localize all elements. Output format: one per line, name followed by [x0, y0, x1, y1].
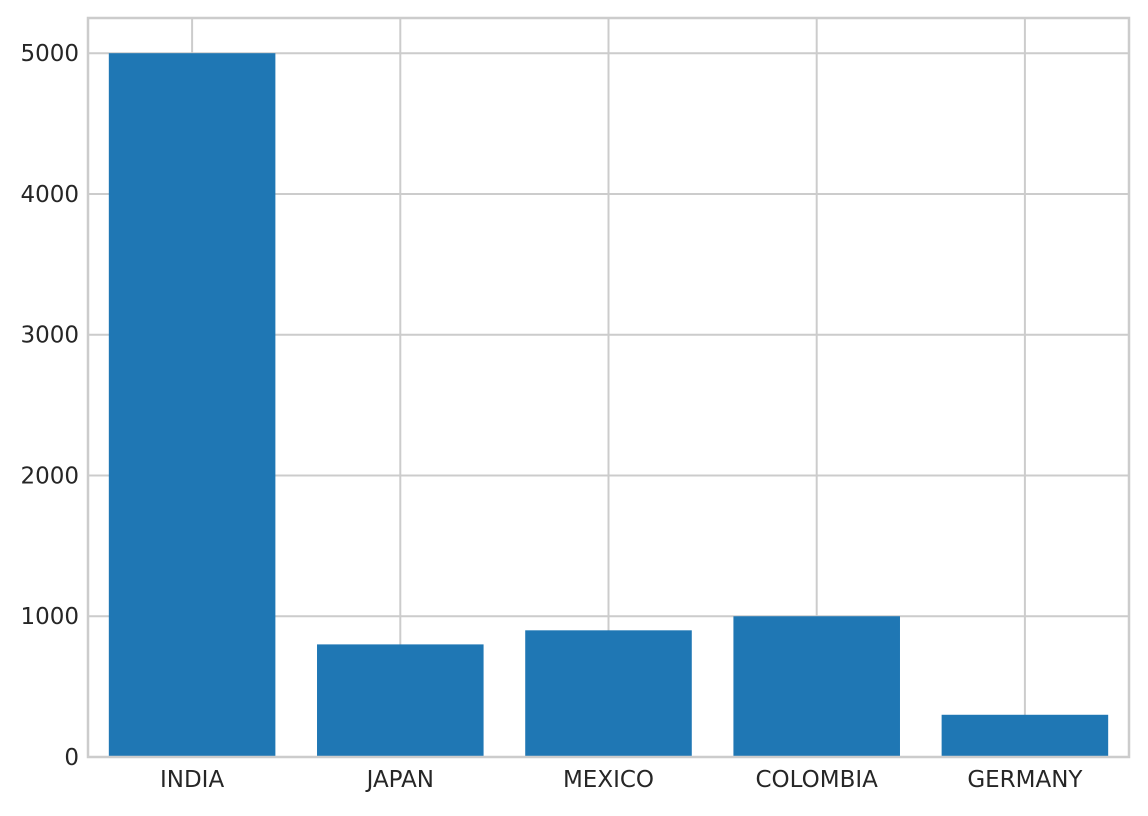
axes-layer [86, 16, 1131, 759]
y-tick-label: 4000 [20, 182, 79, 208]
x-tick-label: GERMANY [967, 767, 1083, 793]
y-tick-label: 3000 [20, 323, 79, 349]
x-tick-label: MEXICO [563, 767, 654, 793]
bars-layer [108, 53, 1109, 757]
bar-mexico [525, 630, 692, 757]
bar-colombia [733, 616, 900, 757]
y-tick-label: 2000 [20, 463, 79, 489]
y-tick-label: 1000 [20, 604, 79, 630]
bar-india [108, 53, 276, 757]
bar-japan [317, 644, 484, 757]
axes-frame [86, 16, 1131, 759]
x-tick-label: COLOMBIA [755, 767, 878, 793]
y-tick-label: 0 [64, 745, 79, 771]
bar-germany [941, 714, 1109, 757]
x-tick-label: INDIA [160, 767, 224, 793]
labels-layer: 0 1000 2000 3000 4000 5000 INDIA JAPAN MEXICO COL… [20, 41, 1083, 793]
x-tick-label: JAPAN [365, 767, 434, 793]
y-tick-label: 5000 [20, 41, 79, 67]
